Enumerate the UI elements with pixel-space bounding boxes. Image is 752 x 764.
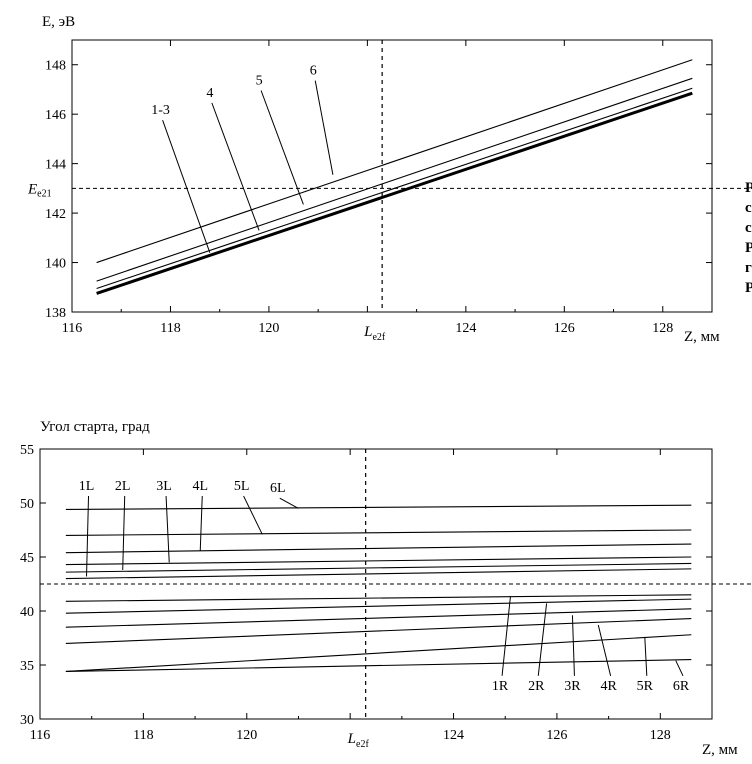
y-tick-label: 144 — [45, 158, 66, 173]
margin-glyph: Р — [745, 280, 752, 296]
plot-frame — [71, 39, 713, 313]
leader-line-4R — [597, 624, 612, 676]
series-line-4L — [65, 543, 692, 554]
series-label-5L: 5L — [234, 479, 250, 494]
series-line-5 — [96, 77, 693, 282]
y-tick-label: 35 — [20, 659, 34, 674]
series-line-3L — [65, 556, 692, 566]
x-tick-label: 116 — [30, 728, 50, 743]
series-label-6L: 6L — [270, 481, 286, 496]
leader-line-5L — [243, 495, 263, 535]
series-line-4 — [96, 87, 693, 290]
leader-line-2R — [537, 603, 548, 676]
leader-line-2L — [122, 496, 126, 570]
margin-glyph: Р — [745, 240, 752, 256]
series-label-6: 6 — [310, 64, 317, 79]
leader-line-4 — [211, 102, 260, 231]
x-tick-label: 126 — [546, 728, 567, 743]
x-axis-title: Z, мм — [702, 742, 738, 758]
leader-line-5R — [644, 636, 648, 676]
angle-chart: 1L 2L 3L 4L 5L 6L 1R 2R 3R 4R 5R 6R 116 118 120 124 126… — [20, 419, 752, 758]
y-tick-label: 45 — [20, 551, 34, 566]
margin-glyph: с — [745, 220, 752, 236]
ref-x-label-sub: e2f — [372, 332, 385, 343]
margin-glyph: Р — [745, 180, 752, 196]
energy-chart: 1-3 4 5 6 116 118 120 124 126 128 Le2f 138 140 142 14… — [27, 14, 752, 345]
leader-line-1L — [86, 496, 90, 577]
series-label-4R: 4R — [600, 679, 617, 694]
y-axis-title-text: E, эВ — [42, 14, 75, 30]
x-tick-label: 118 — [160, 321, 180, 336]
leader-line-1-3 — [162, 120, 211, 253]
series-line-6R — [65, 659, 692, 673]
series-label-5: 5 — [256, 74, 263, 89]
series-line-4R — [65, 618, 692, 644]
series-label-3R: 3R — [564, 679, 581, 694]
series-line-1-3 — [96, 91, 693, 295]
margin-glyph: с — [745, 200, 752, 216]
x-tick-label: 124 — [443, 728, 464, 743]
y-tick-label: 148 — [45, 59, 66, 74]
y-tick-label: 142 — [45, 207, 66, 222]
y-tick-label: 138 — [45, 306, 66, 321]
series-label-4: 4 — [206, 86, 213, 101]
y-tick-label: 55 — [20, 443, 34, 458]
series-label-6R: 6R — [673, 679, 690, 694]
y-tick-label: 30 — [20, 713, 34, 728]
series-line-5L — [65, 529, 692, 536]
x-tick-label: 128 — [650, 728, 671, 743]
x-tick-label: 120 — [258, 321, 279, 336]
leader-line-1R — [501, 596, 511, 676]
series-label-4L: 4L — [192, 479, 208, 494]
ref-y-label-sub: e21 — [37, 188, 51, 199]
x-axis-title: Z, мм — [684, 329, 720, 345]
series-label-2R: 2R — [528, 679, 545, 694]
leader-line-3R — [571, 615, 575, 676]
ref-x-label: Le2f — [363, 324, 386, 343]
series-label-2L: 2L — [115, 479, 131, 494]
leader-line-3L — [165, 496, 170, 563]
leader-line-4L — [199, 496, 203, 551]
leader-line-6R — [675, 660, 684, 677]
x-tick-label: 128 — [652, 321, 673, 336]
series-line-1R — [65, 594, 692, 602]
y-tick-label: 40 — [20, 605, 34, 620]
series-label-3L: 3L — [156, 479, 172, 494]
series-line-6L — [65, 504, 692, 511]
margin-glyph: г — [745, 260, 752, 276]
series-line-5R — [65, 634, 692, 673]
y-axis-title: Угол старта, град — [40, 419, 150, 435]
ref-x-label: Le2f — [347, 731, 370, 750]
series-label-1-3: 1-3 — [151, 103, 170, 118]
y-tick-label: 50 — [20, 497, 34, 512]
leader-line-6 — [314, 80, 334, 175]
x-tick-label: 118 — [133, 728, 153, 743]
series-line-6 — [96, 59, 693, 264]
x-tick-label: 124 — [455, 321, 476, 336]
x-tick-label: 126 — [554, 321, 575, 336]
x-tick-label: 120 — [236, 728, 257, 743]
y-axis-title: E, эВ — [42, 14, 75, 30]
series-label-1R: 1R — [492, 679, 509, 694]
y-tick-label: 140 — [45, 257, 66, 272]
series-label-5R: 5R — [637, 679, 654, 694]
series-line-2L — [65, 562, 692, 573]
ref-x-label-sub: e2f — [356, 739, 369, 750]
series-line-3R — [65, 608, 692, 628]
leader-line-6L — [279, 497, 299, 509]
y-tick-label: 146 — [45, 108, 66, 123]
x-tick-label: 116 — [62, 321, 82, 336]
ref-y-label: Ee21 — [27, 181, 52, 199]
series-line-1L — [65, 568, 692, 580]
series-line-2R — [65, 598, 692, 614]
series-label-1L: 1L — [79, 479, 95, 494]
leader-line-5 — [260, 90, 304, 205]
